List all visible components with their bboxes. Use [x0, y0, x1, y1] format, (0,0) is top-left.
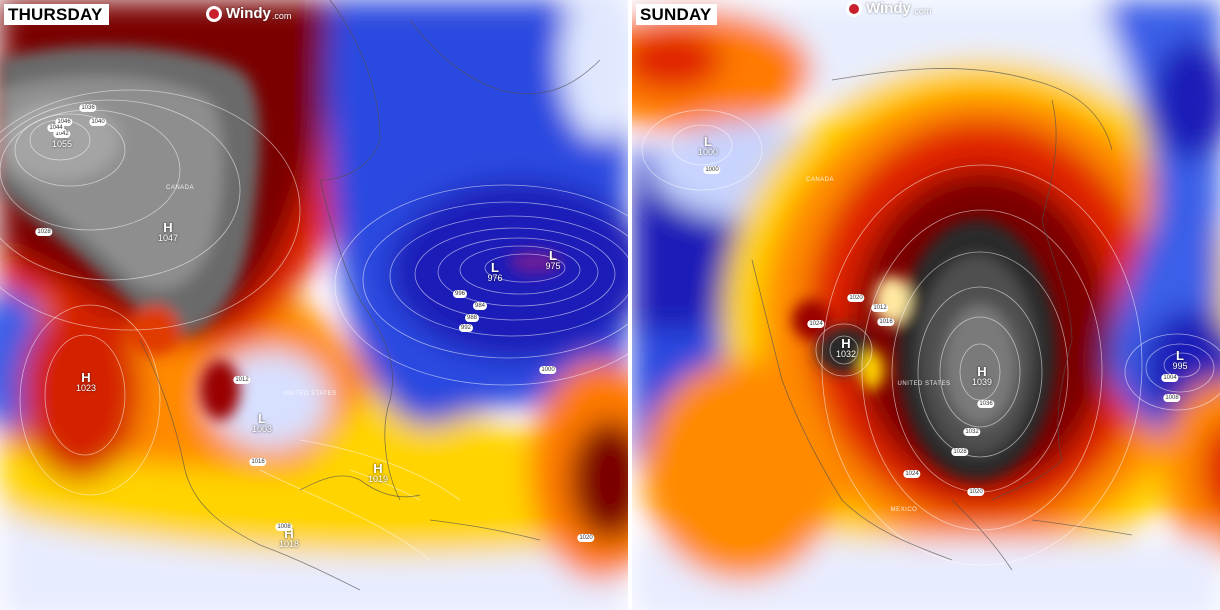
pressure-center: L 995 [1172, 348, 1188, 371]
pressure-center: H 1047 [157, 220, 179, 243]
isobar-label: 1028 [35, 228, 53, 236]
isobar-label: 988 [464, 314, 480, 322]
pressure-center: H 1032 [835, 336, 857, 359]
isobar-label: 1036 [977, 400, 995, 408]
pressure-center: L 975 [545, 248, 561, 271]
windy-brand-text: Windy [866, 0, 911, 17]
isobar-label: 1046 [55, 118, 73, 126]
isobar-label: 984 [472, 302, 488, 310]
isobar-label: 1036 [79, 104, 97, 112]
isobar-label: 1020 [967, 488, 985, 496]
windy-logo: Windy .com [846, 0, 931, 17]
place-label-canada: CANADA [165, 185, 195, 191]
isobar-label: 1044 [47, 124, 65, 132]
isobar-label: 1016 [249, 458, 267, 466]
windy-logo-icon [846, 0, 862, 17]
place-label-canada: CANADA [805, 177, 835, 183]
isobar-label: 1012 [233, 376, 251, 384]
isobar-label: 1000 [539, 366, 557, 374]
pressure-center: H 1023 [75, 370, 97, 393]
sunday-map-panel: SUNDAY Windy .com L 1000 H 1032 H 1039 L 995… [632, 0, 1220, 610]
isobar-label: 992 [458, 324, 474, 332]
isobar-label: 1024 [807, 320, 825, 328]
panel-divider [628, 0, 632, 610]
isobar-label: 1000 [703, 166, 721, 174]
place-label-united-states: UNITED STATES [897, 381, 951, 387]
pressure-center: L 1000 [697, 134, 719, 157]
isobar-label: 1042 [53, 130, 71, 138]
isobar-label: 1028 [951, 448, 969, 456]
isobar-label: 1024 [903, 470, 921, 478]
isobar-label: 1008 [1163, 394, 1181, 402]
pressure-center: L 1003 [251, 411, 273, 434]
isobar-label: 1012 [871, 304, 889, 312]
isobar-label: 1008 [275, 523, 293, 531]
windy-brand-suffix: .com [271, 10, 292, 21]
windy-brand-text: Windy [226, 5, 271, 22]
windy-logo-icon [206, 5, 222, 22]
pressure-center: H 1018 [278, 526, 300, 549]
isobar-label: 996 [452, 290, 468, 298]
isobar-label: 1016 [877, 318, 895, 326]
day-label-thursday: THURSDAY [4, 4, 109, 25]
sunday-temperature-map [632, 0, 1220, 610]
isobar-label: 1032 [963, 428, 981, 436]
pressure-center: H 1019 [367, 461, 389, 484]
place-label-united-states: UNITED STATES [283, 391, 337, 397]
windy-brand-suffix: .com [911, 5, 932, 16]
pressure-center: L 976 [487, 260, 503, 283]
isobar-label: 1020 [847, 294, 865, 302]
day-label-sunday: SUNDAY [636, 4, 718, 25]
isobar-label: 1004 [1161, 374, 1179, 382]
isobar-label: 1040 [89, 118, 107, 126]
windy-logo: Windy .com [206, 5, 291, 22]
pressure-center: H 1039 [971, 364, 993, 387]
thursday-temperature-map [0, 0, 628, 610]
isobar-label: 1020 [577, 534, 595, 542]
place-label-mexico: MEXICO [890, 507, 918, 513]
